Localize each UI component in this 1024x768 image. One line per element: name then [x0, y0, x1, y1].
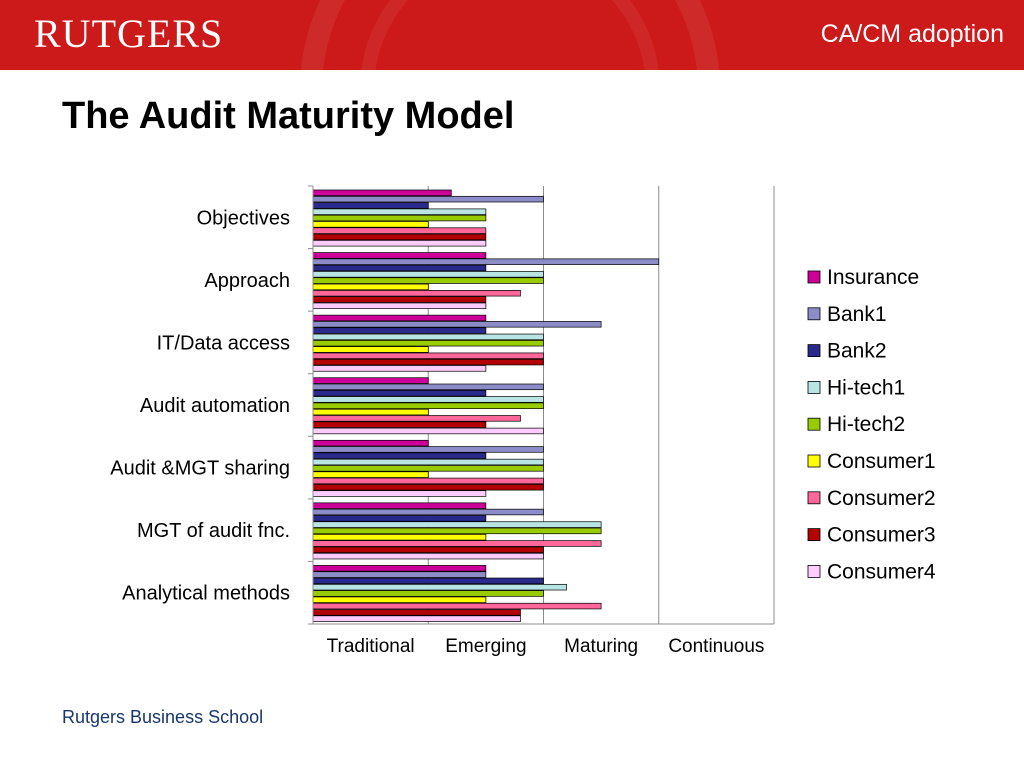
bar-hi-tech2-1	[312, 214, 487, 222]
bar-bank2-5	[312, 452, 487, 459]
category-label: Analytical methods	[122, 583, 290, 605]
legend-swatch	[807, 454, 821, 468]
bar-bank1-7	[312, 571, 487, 578]
bar-consumer1-5	[312, 471, 429, 478]
bar-consumer1-3	[312, 346, 429, 353]
bar-hi-tech2-4	[312, 402, 544, 409]
bar-hi-tech1-5	[312, 458, 544, 466]
bar-consumer1-6	[312, 534, 487, 541]
category-label: Audit automation	[140, 395, 290, 417]
bar-insurance-3	[312, 314, 487, 322]
legend-label: Bank1	[827, 303, 887, 326]
bar-bank2-2	[312, 264, 487, 272]
bar-hi-tech1-2	[312, 271, 544, 278]
legend-label: Hi-tech1	[827, 376, 905, 399]
bar-consumer2-5	[312, 477, 544, 485]
bar-consumer3-5	[312, 484, 544, 491]
bar-hi-tech1-3	[312, 333, 544, 341]
bar-bank1-6	[312, 508, 544, 516]
legend-swatch	[807, 344, 821, 358]
bar-insurance-6	[312, 502, 487, 509]
bar-hi-tech1-1	[312, 208, 487, 215]
legend-swatch	[807, 307, 821, 321]
bar-hi-tech2-5	[312, 465, 544, 472]
x-tick-label: Traditional	[327, 636, 415, 657]
bar-insurance-4	[312, 377, 429, 384]
bar-bank1-5	[312, 446, 544, 453]
bar-consumer1-2	[312, 283, 429, 291]
x-tick-label: Emerging	[445, 636, 526, 657]
bar-consumer2-2	[312, 290, 521, 297]
bar-hi-tech2-7	[312, 590, 544, 597]
bar-consumer3-7	[312, 609, 521, 616]
bar-bank2-7	[312, 577, 544, 585]
bar-consumer3-2	[312, 296, 487, 303]
category-label: MGT of audit fnc.	[137, 520, 290, 542]
bar-bank2-1	[312, 202, 429, 209]
category-label: IT/Data access	[157, 332, 290, 354]
legend-swatch	[807, 270, 821, 284]
bar-bank2-6	[312, 515, 487, 522]
legend-label: Consumer1	[827, 450, 936, 473]
bar-consumer3-4	[312, 421, 487, 428]
bar-hi-tech1-7	[312, 583, 567, 591]
rutgers-logo: RUTGERS	[34, 11, 224, 56]
bar-consumer4-6	[312, 552, 544, 560]
bar-consumer3-3	[312, 358, 544, 366]
bar-consumer1-4	[312, 408, 429, 416]
category-label: Objectives	[197, 207, 290, 229]
legend-label: Bank2	[827, 340, 887, 363]
bar-insurance-2	[312, 252, 487, 259]
legend-label: Consumer2	[827, 487, 936, 510]
bar-consumer4-3	[312, 365, 487, 372]
bar-insurance-1	[312, 189, 452, 197]
bar-hi-tech1-6	[312, 521, 602, 528]
bar-bank1-4	[312, 383, 544, 391]
legend-label: Hi-tech2	[827, 413, 905, 436]
bar-consumer2-3	[312, 352, 544, 359]
bar-consumer1-1	[312, 221, 429, 228]
bar-bank1-3	[312, 321, 602, 328]
bar-insurance-7	[312, 565, 487, 572]
bar-bank2-3	[312, 327, 487, 334]
legend-label: Consumer4	[827, 560, 936, 583]
slide-header: RUTGERS CA/CM adoption	[0, 0, 1024, 70]
x-tick-label: Continuous	[668, 636, 764, 657]
legend-label: Consumer3	[827, 524, 936, 547]
bar-consumer4-4	[312, 427, 544, 435]
bar-bank2-4	[312, 389, 487, 397]
bar-hi-tech1-4	[312, 396, 544, 403]
bar-consumer2-4	[312, 415, 521, 422]
footer-text: Rutgers Business School	[62, 707, 264, 727]
bar-consumer4-1	[312, 240, 487, 247]
legend-swatch	[807, 380, 821, 394]
x-tick-label: Maturing	[564, 636, 638, 657]
bar-consumer1-7	[312, 596, 487, 603]
bar-bank1-1	[312, 195, 544, 203]
maturity-bar-chart: Objectives Approach IT/Data access Audit au…	[110, 185, 936, 657]
category-label: Audit &MGT sharing	[110, 458, 290, 480]
bar-consumer2-7	[312, 602, 602, 610]
bar-consumer3-1	[312, 233, 487, 241]
bar-consumer4-7	[312, 615, 521, 622]
legend-swatch	[807, 565, 821, 578]
header-title: CA/CM adoption	[820, 20, 1004, 48]
legend-swatch	[807, 491, 821, 505]
page-title: The Audit Maturity Model	[62, 95, 515, 137]
bar-hi-tech2-6	[312, 527, 602, 535]
bar-consumer3-6	[312, 546, 544, 554]
bar-consumer2-6	[312, 540, 602, 547]
legend-swatch	[807, 417, 821, 431]
legend-swatch	[807, 528, 821, 541]
category-label: Approach	[204, 270, 290, 292]
bar-insurance-5	[312, 439, 429, 447]
bar-hi-tech2-3	[312, 339, 544, 347]
bar-hi-tech2-2	[312, 277, 544, 284]
bar-bank1-2	[312, 258, 660, 265]
bar-consumer4-5	[312, 490, 487, 497]
bar-consumer4-2	[312, 302, 487, 310]
legend-label: Insurance	[827, 266, 919, 289]
bar-consumer2-1	[312, 227, 487, 234]
